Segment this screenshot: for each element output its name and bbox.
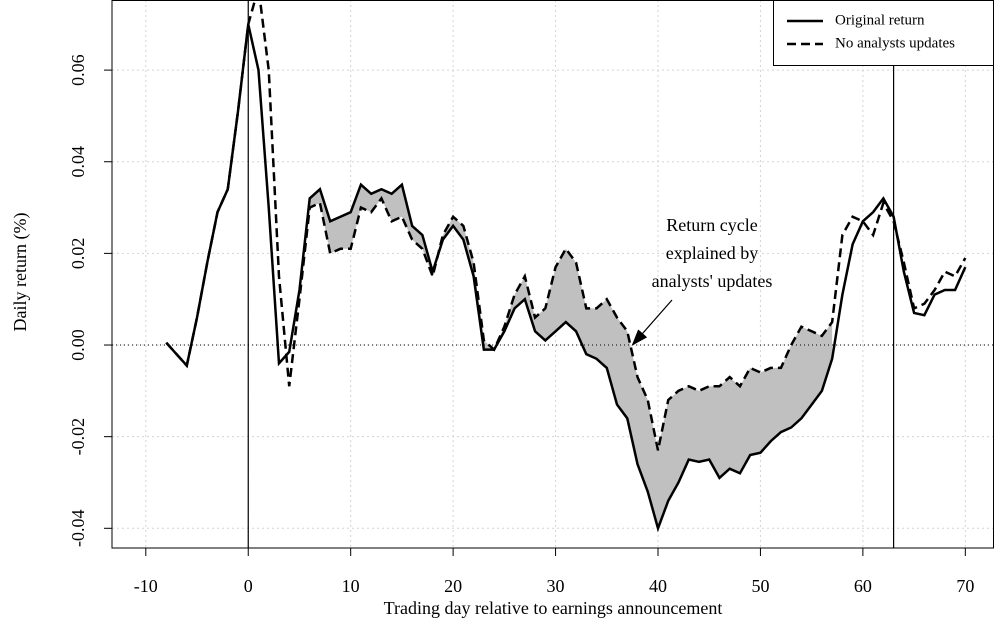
y-tick-label: -0.02: [68, 418, 88, 456]
y-tick-label: 0.00: [68, 329, 88, 361]
y-tick-label: 0.04: [68, 146, 88, 178]
plot-area: [112, 0, 994, 548]
x-tick-label: 50: [751, 576, 769, 596]
x-tick-label: 70: [956, 576, 974, 596]
annotation-text: explained by: [666, 243, 758, 263]
x-tick-label: 0: [244, 576, 253, 596]
x-tick-label: 40: [649, 576, 667, 596]
shaded-gap: [309, 184, 833, 529]
plot-frame: [111, 0, 994, 549]
y-tick-label: -0.04: [68, 510, 88, 548]
annotation-text: analysts' updates: [652, 271, 773, 291]
y-tick-label: 0.06: [68, 54, 88, 86]
x-tick-label: 20: [444, 576, 462, 596]
x-tick-label: 60: [854, 576, 872, 596]
x-tick-label: 30: [547, 576, 565, 596]
legend-box: [773, 0, 994, 66]
series-line: [165, 0, 967, 451]
y-tick-label: 0.02: [68, 238, 88, 270]
y-axis-label: Daily return (%): [10, 213, 31, 332]
legend-label: No analysts updates: [835, 35, 955, 51]
annotation-text: Return cycle: [666, 215, 757, 235]
x-tick-label: 10: [342, 576, 360, 596]
x-tick-label: -10: [134, 576, 158, 596]
legend-label: Original return: [835, 12, 925, 28]
annotation-arrow: [631, 299, 673, 346]
x-axis-label: Trading day relative to earnings announc…: [384, 598, 723, 618]
